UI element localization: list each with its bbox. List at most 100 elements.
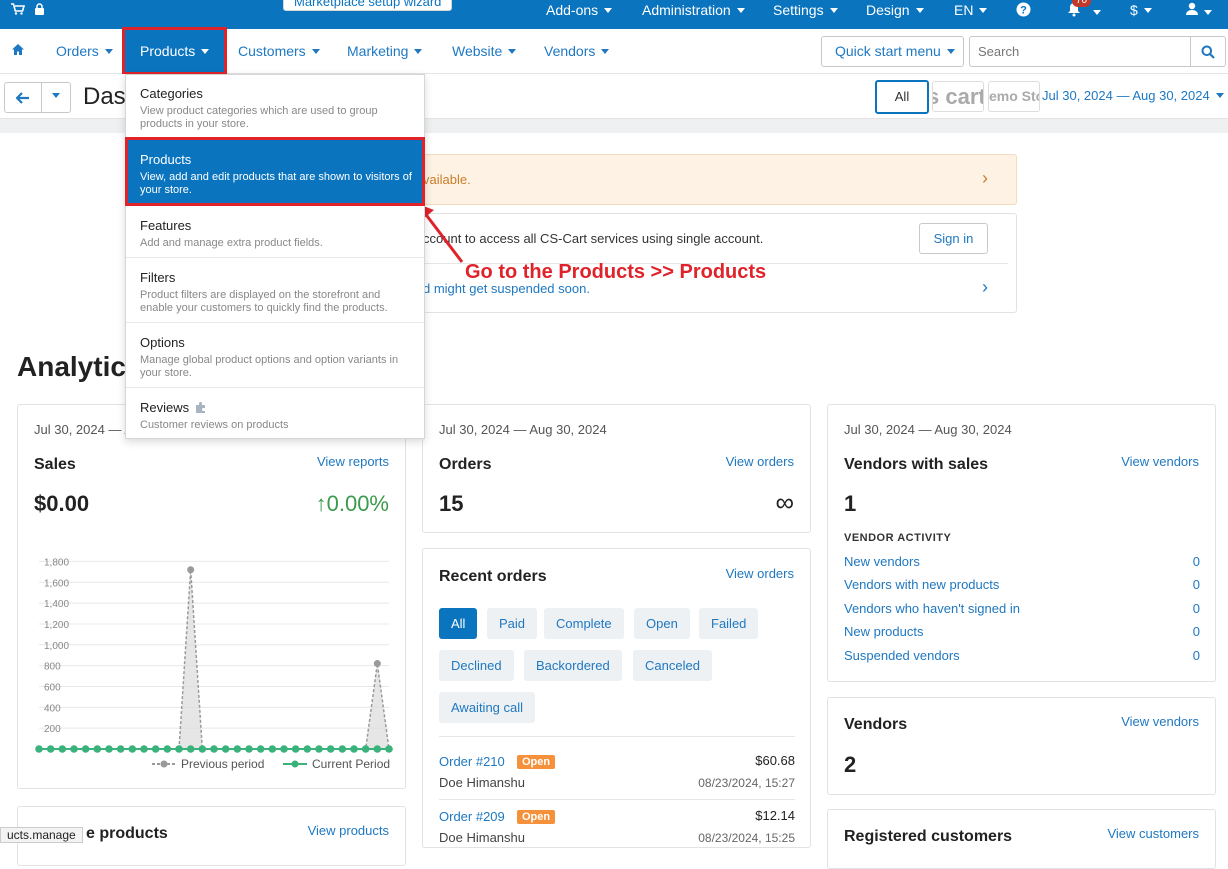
- card-title: Sales: [34, 456, 76, 473]
- menu-administration[interactable]: Administration: [642, 2, 745, 18]
- help-icon[interactable]: ?: [1016, 2, 1031, 20]
- order-date: 08/23/2024, 15:25: [698, 831, 795, 845]
- filter-complete[interactable]: Complete: [544, 608, 624, 639]
- y-tick-label: 200: [44, 724, 61, 735]
- order-row[interactable]: Order #209 Open $12.14 Doe Himanshu 08/2…: [439, 808, 795, 856]
- search-button[interactable]: [1190, 36, 1226, 67]
- vendors-with-sales-card: Jul 30, 2024 — Aug 30, 2024 Vendors with…: [827, 404, 1216, 682]
- order-customer: Doe Himanshu: [439, 775, 525, 790]
- store-logo-demo-store[interactable]: emo Sto: [988, 81, 1040, 112]
- nav-products[interactable]: Products: [122, 27, 227, 75]
- view-reports-link[interactable]: View reports: [316, 454, 389, 469]
- sign-in-button[interactable]: Sign in: [919, 223, 988, 254]
- order-customer: Doe Himanshu: [439, 830, 525, 845]
- view-products-link[interactable]: View products: [307, 823, 389, 838]
- marketplace-setup-wizard-button[interactable]: Marketplace setup wizard: [283, 0, 453, 11]
- caret-down-icon[interactable]: [1093, 10, 1101, 15]
- nav-vendors[interactable]: Vendors: [544, 43, 610, 59]
- view-vendors-link[interactable]: View vendors: [1121, 714, 1199, 729]
- lock-icon[interactable]: [34, 3, 45, 18]
- current-period-point: [361, 745, 370, 753]
- order-row[interactable]: Order #210 Open $60.68 Doe Himanshu 08/2…: [439, 753, 795, 801]
- legend-previous-marker: [160, 760, 168, 768]
- menu-language[interactable]: EN: [954, 2, 988, 18]
- search-input[interactable]: [969, 36, 1191, 67]
- account-notice: ccount to access all CS-Cart services us…: [412, 213, 1017, 313]
- order-status-badge: Open: [517, 755, 556, 769]
- vendor-activity-row[interactable]: Suspended vendors 0: [844, 648, 1200, 663]
- order-id-link[interactable]: Order #209: [439, 809, 505, 824]
- view-orders-link[interactable]: View orders: [725, 454, 794, 469]
- vendor-activity-row[interactable]: New vendors 0: [844, 554, 1200, 569]
- menu-design[interactable]: Design: [866, 2, 924, 18]
- filter-canceled[interactable]: Canceled: [633, 650, 712, 681]
- user-icon[interactable]: [1185, 2, 1199, 19]
- filter-all[interactable]: All: [439, 608, 478, 639]
- caret-down-icon[interactable]: [1204, 10, 1212, 15]
- store-filter-all[interactable]: All: [875, 80, 929, 114]
- order-date: 08/23/2024, 15:27: [698, 776, 795, 790]
- sales-value: $0.00: [34, 491, 90, 516]
- menu-item-filters[interactable]: Filters Product filters are displayed on…: [126, 258, 424, 323]
- nav-orders[interactable]: Orders: [56, 43, 113, 59]
- menu-label: Design: [866, 2, 910, 18]
- order-amount: $60.68: [755, 753, 795, 768]
- menu-item-description: Add and manage extra product fields.: [140, 237, 323, 249]
- filter-backordered[interactable]: Backordered: [524, 650, 622, 681]
- order-status-badge: Open: [517, 810, 556, 824]
- caret-down-icon: [201, 48, 210, 54]
- caret-down-icon: [508, 48, 517, 54]
- vendor-activity-row[interactable]: Vendors who haven't signed in 0: [844, 601, 1200, 616]
- nav-website[interactable]: Website: [452, 43, 517, 59]
- products-dropdown-menu: Categories View product categories which…: [125, 74, 425, 439]
- filter-failed[interactable]: Failed: [699, 608, 759, 639]
- filter-paid[interactable]: Paid: [487, 608, 538, 639]
- divider: [439, 736, 795, 737]
- arrow-left-icon: [15, 91, 29, 104]
- current-period-point: [315, 745, 323, 753]
- cart-icon[interactable]: [11, 3, 26, 18]
- menu-currency[interactable]: $: [1130, 2, 1152, 18]
- vendor-activity-heading: VENDOR ACTIVITY: [844, 532, 952, 544]
- vendor-activity-row[interactable]: New products 0: [844, 624, 1200, 639]
- view-customers-link[interactable]: View customers: [1107, 826, 1199, 841]
- menu-item-title: Products: [140, 152, 192, 167]
- menu-item-options[interactable]: Options Manage global product options an…: [126, 323, 424, 388]
- divider: [439, 799, 795, 800]
- filter-awaiting-call[interactable]: Awaiting call: [439, 692, 536, 723]
- home-icon[interactable]: [11, 43, 25, 61]
- menu-item-categories[interactable]: Categories View product categories which…: [126, 75, 424, 138]
- menu-item-reviews[interactable]: Reviews Customer reviews on products: [126, 388, 424, 438]
- analytics-heading: Analytics: [17, 351, 142, 382]
- y-tick-label: 1,200: [44, 620, 69, 631]
- view-vendors-link[interactable]: View vendors: [1121, 454, 1199, 469]
- menu-item-features[interactable]: Features Add and manage extra product fi…: [126, 206, 424, 258]
- nav-marketing[interactable]: Marketing: [347, 43, 423, 59]
- menu-label: EN: [954, 2, 974, 18]
- menu-item-description: Customer reviews on products: [140, 419, 289, 431]
- menu-add-ons[interactable]: Add-ons: [546, 2, 613, 18]
- date-range-picker[interactable]: Jul 30, 2024 — Aug 30, 2024: [1042, 88, 1224, 103]
- menu-item-products[interactable]: Products View, add and edit products tha…: [125, 137, 425, 206]
- nav-customers[interactable]: Customers: [238, 43, 320, 59]
- store-logo-cs-cart[interactable]: s cart: [932, 81, 984, 112]
- history-dropdown-button[interactable]: [42, 82, 71, 113]
- warning-notice[interactable]: vailable. ›: [412, 154, 1017, 205]
- quick-start-menu-button[interactable]: Quick start menu: [821, 36, 964, 67]
- view-orders-link[interactable]: View orders: [725, 566, 794, 581]
- menu-settings[interactable]: Settings: [773, 2, 838, 18]
- activity-count: 0: [1192, 577, 1200, 592]
- previous-period-area: [39, 569, 389, 749]
- y-tick-label: 1,800: [44, 557, 69, 568]
- previous-period-line: [39, 569, 390, 750]
- vendor-activity-row[interactable]: Vendors with new products 0: [844, 577, 1200, 592]
- caret-down-icon: [52, 93, 60, 99]
- filter-open[interactable]: Open: [634, 608, 690, 639]
- back-button[interactable]: [4, 82, 42, 113]
- filter-declined[interactable]: Declined: [439, 650, 514, 681]
- y-tick-label: 1,000: [44, 641, 69, 652]
- order-id-link[interactable]: Order #210: [439, 754, 505, 769]
- suspend-notice-link[interactable]: d might get suspended soon.: [423, 281, 590, 296]
- current-period-point: [186, 745, 195, 753]
- chevron-right-icon[interactable]: ›: [982, 277, 988, 297]
